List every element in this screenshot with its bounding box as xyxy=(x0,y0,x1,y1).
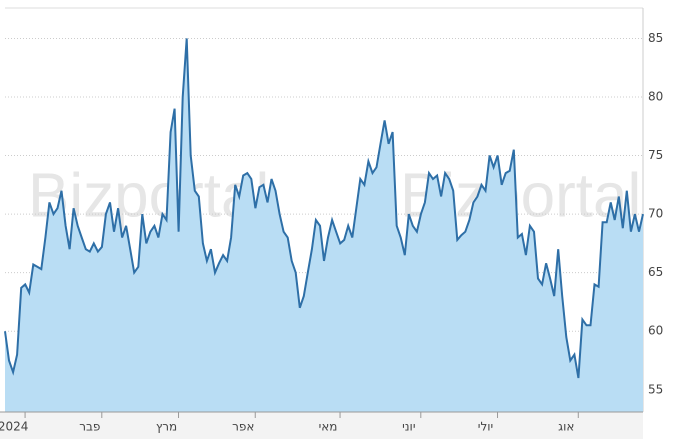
y-tick-label: 85 xyxy=(648,31,663,45)
line xyxy=(4,38,644,379)
x-tick-label: אוג xyxy=(558,420,574,434)
x-tick-label: 2024 xyxy=(0,420,28,434)
watermark: Bizportal xyxy=(28,161,269,230)
y-tick-label: 75 xyxy=(648,148,663,162)
y-tick-label: 80 xyxy=(648,89,663,103)
x-tick-label: יוני xyxy=(402,420,415,434)
x-tick-label: מאי xyxy=(319,420,338,434)
x-tick-label: אפר xyxy=(232,420,254,434)
y-tick-label: 70 xyxy=(648,207,663,221)
x-tick-label: פבר xyxy=(79,420,100,434)
x-tick-label: מרץ xyxy=(156,420,177,434)
x-tick-label: יולי xyxy=(478,420,493,434)
y-tick-label: 65 xyxy=(648,265,663,279)
x-axis-band xyxy=(0,412,643,439)
y-tick-label: 60 xyxy=(648,324,663,338)
area xyxy=(5,38,643,413)
y-tick-label: 55 xyxy=(648,382,663,396)
